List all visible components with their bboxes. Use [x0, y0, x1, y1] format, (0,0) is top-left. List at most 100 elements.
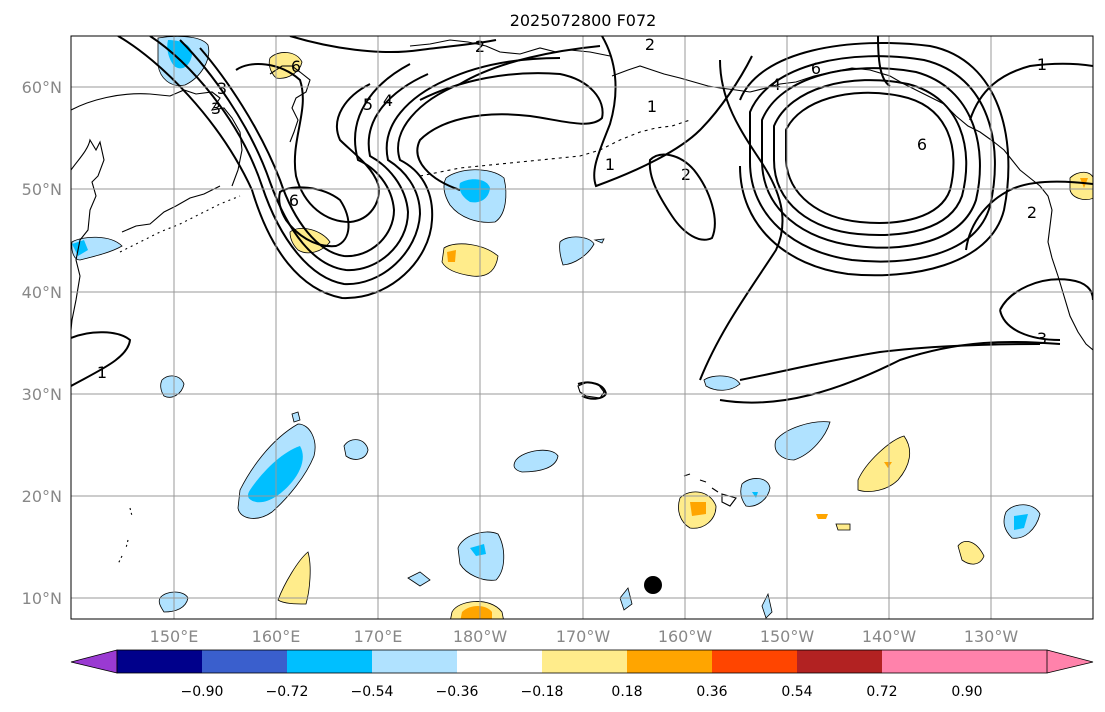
- colorbar-bin: [117, 650, 202, 673]
- contour-label: 2: [681, 165, 691, 184]
- lon-label: 170°E: [354, 627, 403, 646]
- lon-label: 140°W: [862, 627, 917, 646]
- map-title: 2025072800 F072: [510, 11, 657, 30]
- shade-orange-central: [447, 250, 456, 262]
- coast-kamchatka: [71, 89, 243, 187]
- contour-label: 6: [291, 57, 301, 76]
- shade-yellow-east-2: [957, 541, 985, 565]
- colorbar-tick-label: 0.54: [781, 684, 812, 700]
- lat-label: 40°N: [22, 283, 62, 302]
- coast-asia: [71, 138, 105, 331]
- colorbar-tick-label: 0.72: [866, 684, 897, 700]
- lon-label: 150°E: [150, 627, 199, 646]
- contour-label: 3: [1037, 329, 1047, 348]
- contour-east-low-1: [785, 91, 955, 224]
- contour-label: 2: [645, 35, 655, 54]
- coast-okhotsk-north: [269, 65, 311, 143]
- colorbar-bin: [372, 650, 457, 673]
- contour-label: 1: [605, 155, 615, 174]
- contour-label: 6: [917, 135, 927, 154]
- contour-label: 1: [1037, 55, 1047, 74]
- colorbar-tick-label: 0.18: [611, 684, 642, 700]
- shade-yellow-central: [441, 243, 499, 277]
- coast-bc: [993, 141, 1059, 277]
- lon-label: 130°W: [964, 627, 1019, 646]
- lat-label: 20°N: [22, 487, 62, 506]
- colorbar-bin: [542, 650, 627, 673]
- colorbar-ticks: −0.90 −0.72 −0.54 −0.36 −0.18 0.18 0.36 …: [181, 684, 983, 700]
- shade-hawaii-ne: [703, 375, 741, 391]
- contour-label: 4: [383, 91, 393, 110]
- contour-east-2: [965, 180, 1093, 251]
- colorbar-tick-label: −0.90: [181, 684, 224, 700]
- contour-east-1: [969, 62, 1093, 121]
- colorbar-bin: [627, 650, 712, 673]
- colorbar-tick-label: −0.36: [436, 684, 479, 700]
- colorbar-arrow-right: [1046, 649, 1094, 674]
- coast-us-west: [1057, 275, 1093, 351]
- lat-label: 50°N: [22, 180, 62, 199]
- colorbar-tick-label: −0.72: [266, 684, 309, 700]
- shade-yellow-east: [1069, 171, 1093, 200]
- colorbar-tick-label: 0.90: [951, 684, 982, 700]
- map-background: [71, 36, 1093, 619]
- coastlines: [71, 39, 1093, 565]
- map-frame: [70, 35, 1094, 620]
- contour-east-3: [999, 278, 1093, 341]
- contour-west-loop-5: [235, 63, 380, 224]
- contours: [71, 36, 1093, 404]
- contour-north-3: [289, 36, 497, 54]
- shade-west-blob-core: [72, 240, 88, 256]
- colorbar: −0.90 −0.72 −0.54 −0.36 −0.18 0.18 0.36 …: [70, 649, 1094, 700]
- contour-label: 1: [647, 97, 657, 116]
- shade-orange-hawaii-s: [690, 502, 706, 516]
- lon-labels: 150°E 160°E 170°E 180°W 170°W 160°W 150°…: [150, 627, 1019, 646]
- colorbar-bin: [712, 650, 797, 673]
- shade-small-blue-2: [291, 411, 301, 423]
- lon-label: 150°W: [760, 627, 815, 646]
- contour-west-loop-3: [179, 39, 429, 272]
- colorbar-bin: [797, 650, 882, 673]
- shade-orange-bottom: [460, 606, 492, 619]
- lon-label: 170°W: [556, 627, 611, 646]
- contour-east-low-2: [773, 79, 968, 236]
- colorbar-tick-label: −0.54: [351, 684, 394, 700]
- lon-label: 180°W: [453, 627, 508, 646]
- colorbar-extend-left: [70, 649, 118, 674]
- shade-blue-east-1-core: [1014, 514, 1028, 530]
- contour-central-1: [593, 36, 753, 188]
- contour-east-low-3: [761, 67, 981, 249]
- aleutian-chain: [419, 119, 691, 177]
- contour-west-loop-2: [149, 36, 561, 286]
- lat-labels: 60°N 50°N 40°N 30°N 20°N 10°N: [22, 78, 62, 608]
- colorbar-bin: [287, 650, 372, 673]
- contour-west-loop-6: [278, 186, 350, 248]
- coast-alaska-west: [611, 65, 751, 93]
- shade-big-blue-west-core: [248, 446, 303, 503]
- colorbar-bin: [202, 650, 287, 673]
- lon-label: 160°E: [252, 627, 301, 646]
- shade-blue-s-1: [457, 531, 505, 581]
- lat-label: 30°N: [22, 385, 62, 404]
- hawaii-islands: [683, 473, 737, 507]
- coast-chukotka: [409, 39, 611, 57]
- shade-north-sea-2: [593, 238, 605, 244]
- colorbar-bin: [457, 650, 542, 673]
- contour-east-low-4: [749, 55, 996, 263]
- colorbar-extend-right: [882, 650, 1093, 673]
- lat-label: 60°N: [22, 78, 62, 97]
- contour-label: 2: [1027, 203, 1037, 222]
- shade-blue-s-2: [407, 571, 431, 587]
- contour-label: 4: [771, 75, 781, 94]
- shade-yellow-s-1: [277, 551, 311, 605]
- shade-north-sea-1: [559, 236, 595, 266]
- contour-label: 3: [211, 99, 221, 118]
- kuril-chain: [119, 195, 241, 253]
- shade-blue-s-4: [619, 587, 633, 611]
- contour-label: 6: [289, 191, 299, 210]
- contour-label: 3: [217, 79, 227, 98]
- contour-west-loop-4: [199, 47, 411, 258]
- coast-sakhalin: [121, 185, 221, 233]
- shade-small-blue-1: [343, 439, 369, 460]
- shade-orange-small-1: [816, 514, 828, 519]
